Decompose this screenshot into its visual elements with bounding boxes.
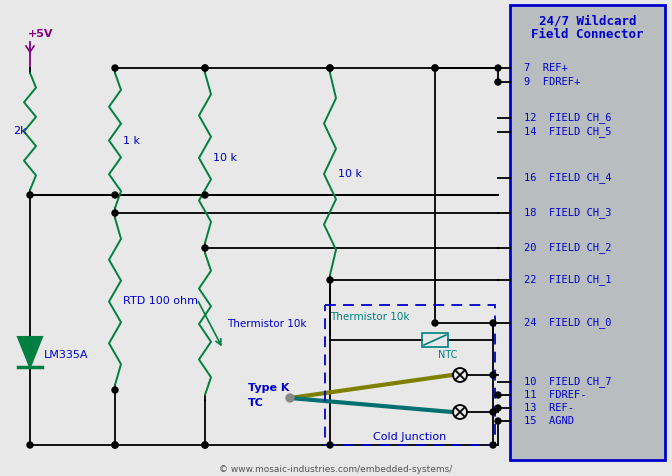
- Text: 13  REF-: 13 REF-: [524, 403, 574, 413]
- Circle shape: [112, 442, 118, 448]
- Circle shape: [27, 442, 33, 448]
- Text: 16  FIELD CH_4: 16 FIELD CH_4: [524, 172, 612, 183]
- Circle shape: [490, 442, 496, 448]
- Circle shape: [327, 65, 333, 71]
- Circle shape: [112, 210, 118, 216]
- Circle shape: [495, 418, 501, 424]
- Text: 24  FIELD CH_0: 24 FIELD CH_0: [524, 317, 612, 328]
- Text: 20  FIELD CH_2: 20 FIELD CH_2: [524, 243, 612, 253]
- Circle shape: [202, 442, 208, 448]
- Circle shape: [286, 394, 294, 402]
- Circle shape: [490, 372, 496, 378]
- Text: Thermistor 10k: Thermistor 10k: [227, 319, 306, 329]
- Circle shape: [202, 192, 208, 198]
- Circle shape: [490, 409, 496, 415]
- Text: LM335A: LM335A: [44, 350, 89, 360]
- Circle shape: [432, 320, 438, 326]
- Circle shape: [202, 245, 208, 251]
- Text: 22  FIELD CH_1: 22 FIELD CH_1: [524, 275, 612, 286]
- Circle shape: [495, 65, 501, 71]
- Circle shape: [495, 79, 501, 85]
- Text: 12  FIELD CH_6: 12 FIELD CH_6: [524, 112, 612, 123]
- Text: 24/7 Wildcard: 24/7 Wildcard: [539, 14, 636, 28]
- Circle shape: [432, 65, 438, 71]
- Text: 15  AGND: 15 AGND: [524, 416, 574, 426]
- Circle shape: [112, 387, 118, 393]
- Text: 1 k: 1 k: [123, 136, 140, 146]
- Circle shape: [202, 65, 208, 71]
- Text: Cold Junction: Cold Junction: [374, 432, 447, 442]
- Circle shape: [202, 65, 208, 71]
- Text: 10  FIELD CH_7: 10 FIELD CH_7: [524, 377, 612, 387]
- Circle shape: [112, 65, 118, 71]
- Text: Thermistor 10k: Thermistor 10k: [330, 312, 409, 322]
- Circle shape: [495, 405, 501, 411]
- Text: NTC: NTC: [438, 350, 458, 360]
- Circle shape: [327, 442, 333, 448]
- Text: 10 k: 10 k: [213, 153, 237, 163]
- Circle shape: [490, 320, 496, 326]
- Text: Field Connector: Field Connector: [532, 29, 644, 41]
- Text: 2k: 2k: [13, 127, 27, 137]
- Text: Type K: Type K: [248, 383, 290, 393]
- Polygon shape: [18, 337, 42, 367]
- Text: 10 k: 10 k: [338, 169, 362, 179]
- Circle shape: [495, 392, 501, 398]
- Circle shape: [202, 442, 208, 448]
- Text: +5V: +5V: [28, 29, 54, 39]
- Text: RTD 100 ohm: RTD 100 ohm: [123, 297, 198, 307]
- Circle shape: [327, 65, 333, 71]
- Text: 9  FDREF+: 9 FDREF+: [524, 77, 580, 87]
- Text: 14  FIELD CH_5: 14 FIELD CH_5: [524, 127, 612, 138]
- Text: 18  FIELD CH_3: 18 FIELD CH_3: [524, 208, 612, 218]
- Circle shape: [27, 192, 33, 198]
- Bar: [510, 5, 665, 460]
- Circle shape: [112, 192, 118, 198]
- Bar: [422, 333, 448, 347]
- Text: © www.mosaic-industries.com/embedded-systems/: © www.mosaic-industries.com/embedded-sys…: [219, 466, 453, 475]
- Circle shape: [432, 65, 438, 71]
- Circle shape: [327, 277, 333, 283]
- Bar: [325, 305, 495, 445]
- Text: 11  FDREF-: 11 FDREF-: [524, 390, 587, 400]
- Text: 7  REF+: 7 REF+: [524, 63, 568, 73]
- Circle shape: [112, 442, 118, 448]
- Text: TC: TC: [248, 398, 264, 408]
